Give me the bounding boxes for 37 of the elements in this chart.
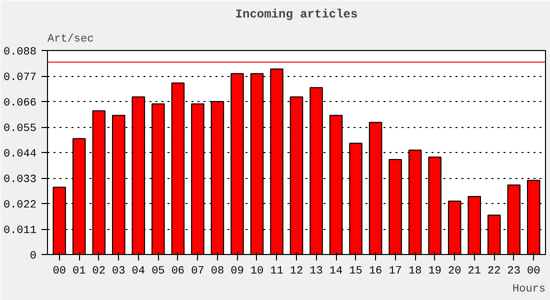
x-tick-label: 19 (428, 266, 442, 278)
x-tick-label: 12 (290, 266, 304, 278)
x-tick-label: 08 (210, 266, 224, 278)
x-tick-label: 18 (408, 266, 422, 278)
x-tick-label: 11 (270, 266, 284, 278)
x-tick-label: 22 (488, 266, 501, 278)
x-tick-label: 16 (368, 266, 382, 278)
y-tick-label: 0.011 (3, 225, 37, 237)
x-tick-label: 00 (527, 266, 540, 278)
x-tick-label: 01 (72, 266, 86, 278)
x-tick-label: 05 (152, 266, 165, 278)
y-tick-label: 0.044 (3, 148, 37, 160)
x-tick-label: 17 (388, 266, 402, 278)
x-tick-label: 20 (448, 266, 462, 278)
y-tick-label: 0.055 (3, 123, 37, 135)
y-tick-label: 0.066 (3, 98, 37, 110)
y-tick-label: 0.022 (3, 200, 37, 212)
x-tick-label: 13 (310, 266, 323, 278)
y-tick-label: 0.033 (3, 174, 37, 186)
y-axis-title: Art/sec (48, 34, 94, 46)
y-tick-label: 0 (30, 250, 37, 262)
y-tick-label: 0.077 (3, 72, 37, 84)
x-tick-label: 21 (468, 266, 482, 278)
x-tick-label: 04 (132, 266, 146, 278)
x-tick-label: 06 (171, 266, 185, 278)
x-tick-label: 02 (92, 266, 106, 278)
x-tick-label: 00 (52, 266, 66, 278)
x-tick-label: 10 (250, 266, 264, 278)
x-tick-label: 23 (507, 266, 520, 278)
x-tick-label: 14 (329, 266, 344, 278)
x-axis-title: Hours (512, 284, 546, 296)
x-tick-label: 03 (112, 266, 126, 278)
y-tick-label: 0.088 (3, 46, 37, 58)
chart-title: Incoming articles (235, 8, 358, 22)
x-tick-label: 09 (230, 266, 244, 278)
x-tick-label: 15 (349, 266, 362, 278)
x-tick-label: 07 (191, 266, 204, 278)
